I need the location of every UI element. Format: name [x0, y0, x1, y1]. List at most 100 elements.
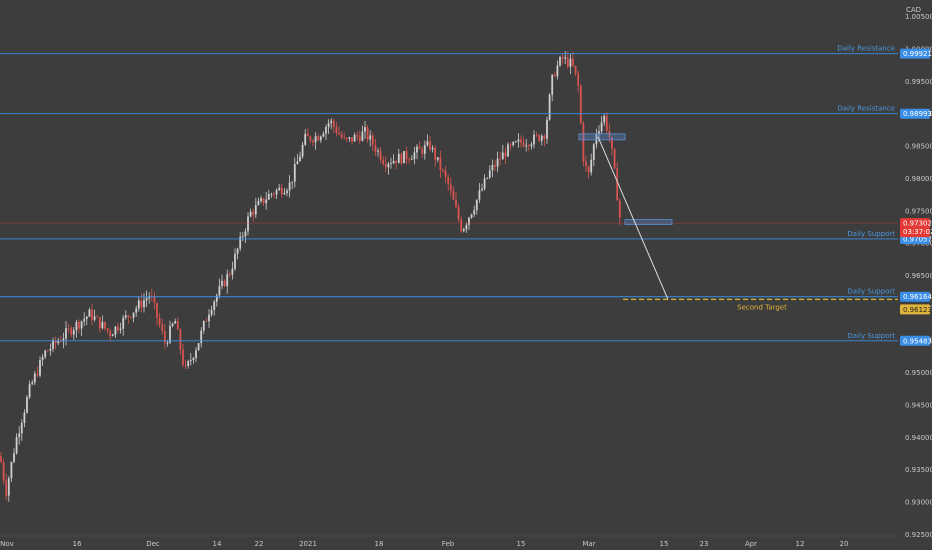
candle-body — [223, 280, 226, 287]
target-price-badge — [900, 304, 930, 315]
candle-body — [293, 164, 296, 182]
candle-body — [270, 193, 273, 195]
drawings-layer[interactable]: Second Target — [578, 133, 898, 312]
y-tick-label: 0.97500 — [905, 207, 932, 215]
level-label: Daily Resistance — [837, 45, 895, 53]
candle-body — [176, 321, 179, 330]
projection-line[interactable] — [597, 136, 669, 300]
candle-body — [447, 176, 450, 185]
y-tick-label: 0.94500 — [905, 401, 932, 409]
candle-body — [215, 295, 218, 302]
candle-body — [301, 144, 304, 157]
candle-body — [449, 184, 452, 191]
candle-body — [353, 135, 356, 142]
candle-body — [143, 300, 145, 308]
candle-body — [234, 253, 236, 269]
candle-body — [325, 126, 327, 134]
candle-body — [416, 146, 418, 153]
candle-body — [278, 187, 281, 191]
candle-body — [124, 315, 127, 318]
time-axis[interactable]: Nov 16 Dec 14 22 2021 18 Feb 15 Mar 15 23 Apr 12 20 — [0, 535, 898, 548]
candle-body — [49, 348, 52, 351]
candle-body — [241, 236, 244, 238]
candle-body — [23, 412, 26, 423]
candle-body — [85, 316, 88, 320]
candle-body — [54, 340, 57, 344]
candle-body — [585, 161, 587, 167]
candle-body — [364, 127, 366, 132]
candle-body — [556, 65, 559, 77]
y-tick-label: 0.94000 — [905, 434, 932, 442]
level-label: Daily Support — [847, 230, 895, 238]
candle-body — [231, 268, 234, 275]
x-tick-label: 14 — [213, 540, 222, 548]
candle-body — [431, 147, 434, 150]
candle-body — [611, 137, 613, 150]
candle-body — [366, 127, 369, 140]
candle-body — [481, 188, 483, 191]
candle-body — [603, 115, 606, 123]
candle-body — [553, 74, 556, 77]
x-tick-label: 16 — [73, 540, 82, 548]
candle-body — [345, 137, 348, 139]
retest-zone[interactable] — [624, 219, 673, 225]
candle-body — [434, 147, 437, 160]
candle-body — [78, 322, 80, 329]
candle-body — [80, 321, 83, 329]
candle-body — [468, 217, 470, 225]
level-label: Daily Resistance — [837, 105, 895, 113]
candle-body — [127, 315, 130, 318]
candle-body — [275, 190, 278, 195]
candle-body — [439, 157, 442, 171]
candle-body — [226, 274, 229, 287]
candle-body — [507, 144, 509, 157]
candle-body — [140, 300, 143, 308]
candle-body — [249, 211, 252, 217]
candle-body — [444, 170, 447, 177]
x-tick-label: 2021 — [299, 540, 317, 548]
candle-body — [465, 224, 468, 230]
candle-body — [429, 141, 431, 150]
candle-body — [296, 161, 299, 165]
current-price-badge — [900, 218, 930, 238]
candle-body — [559, 56, 561, 66]
currency-label: CAD — [906, 6, 921, 14]
countdown-text: 03:37:02 — [903, 228, 932, 236]
candle-body — [488, 170, 491, 178]
candle-body — [52, 340, 54, 349]
candle-body — [460, 219, 463, 232]
candle-body — [410, 159, 413, 160]
candle-body — [304, 133, 307, 145]
candle-body — [2, 462, 5, 481]
candle-body — [13, 453, 15, 462]
candle-body — [179, 329, 182, 350]
candle-body — [247, 216, 249, 232]
candle-body — [540, 135, 543, 141]
candle-body — [525, 145, 528, 147]
candle-body — [195, 350, 197, 359]
x-tick-label: 23 — [700, 540, 709, 548]
candle-body — [33, 373, 36, 383]
candle-body — [44, 350, 47, 358]
candle-body — [319, 136, 322, 141]
candle-body — [509, 144, 512, 146]
candle-body — [182, 349, 184, 365]
candle-body — [379, 150, 382, 161]
candle-body — [564, 57, 567, 59]
candle-body — [122, 317, 125, 329]
candle-body — [561, 56, 564, 59]
candle-body — [93, 316, 96, 320]
candle-body — [171, 323, 174, 326]
candle-body — [254, 204, 257, 215]
candle-body — [598, 131, 600, 135]
resistance-zone[interactable] — [578, 133, 626, 141]
candle-body — [343, 137, 346, 139]
candle-body — [569, 58, 572, 67]
candle-body — [501, 152, 504, 160]
candle-body — [273, 193, 275, 195]
candle-body — [592, 144, 595, 160]
candle-body — [260, 198, 262, 202]
x-tick-label: 15 — [517, 540, 526, 548]
